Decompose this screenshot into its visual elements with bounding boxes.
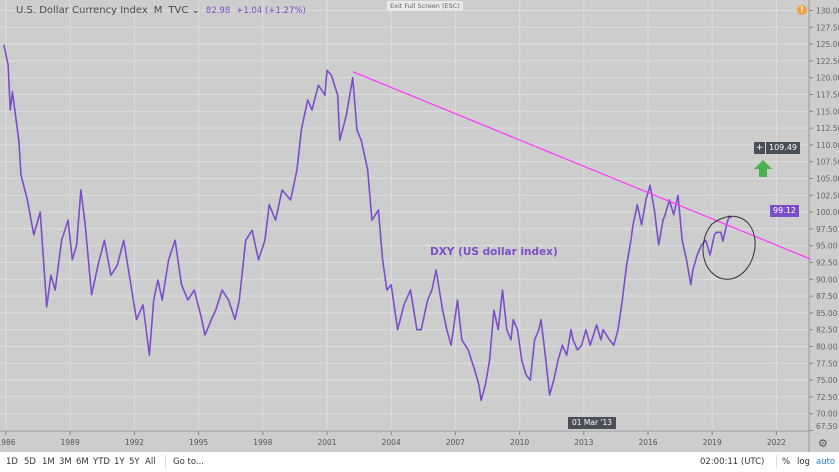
price-chart[interactable]: 67.50 70.00 72.50 75.00 77.50 80.00 82.50 85.00… [0, 0, 839, 452]
x-tick-label: 2004 [382, 438, 401, 447]
y-tick-label: 105.00 [816, 175, 839, 184]
chart-legend: U.S. Dollar Currency Index M TVC ⌄ 82.98… [16, 5, 306, 16]
x-tick-label: 1998 [253, 438, 272, 447]
y-tick-label: 130.00 [816, 7, 839, 16]
settings-gear-icon[interactable]: ⚙ [818, 437, 828, 450]
y-tick-label: 107.50 [816, 158, 839, 167]
x-tick-label: 1989 [61, 438, 80, 447]
last-price: 82.98 [205, 5, 231, 16]
crosshair-price-label: 109.49 [766, 142, 800, 154]
range-5y[interactable]: 5Y [129, 457, 140, 467]
y-tick-label: 100.00 [816, 208, 839, 217]
interval-label[interactable]: M [153, 5, 163, 16]
range-3m[interactable]: 3M [59, 457, 72, 467]
range-all[interactable]: All [145, 457, 156, 467]
y-tick-label: 67.50 [816, 422, 838, 431]
log-toggle[interactable]: log [797, 457, 810, 467]
toolbar-divider [776, 455, 777, 468]
highlight-circle[interactable] [702, 215, 756, 280]
exchange-label[interactable]: TVC ⌄ [168, 5, 200, 16]
y-tick-label: 85.00 [816, 309, 838, 318]
x-tick-label: 2019 [703, 438, 722, 447]
symbol-title: U.S. Dollar Currency Index [16, 5, 148, 16]
x-tick-label: 2001 [317, 438, 336, 447]
y-tick-label: 97.50 [816, 225, 838, 234]
y-tick-label: 120.00 [816, 74, 839, 83]
crosshair-plus-icon[interactable]: + [754, 142, 765, 154]
up-arrow-icon[interactable] [754, 160, 772, 177]
y-tick-label: 90.00 [816, 275, 838, 284]
range-5d[interactable]: 5D [24, 457, 36, 467]
range-6m[interactable]: 6M [76, 457, 89, 467]
y-tick-label: 110.00 [816, 141, 839, 150]
range-1y[interactable]: 1Y [114, 457, 125, 467]
y-tick-label: 82.50 [816, 326, 838, 335]
exchange-name: TVC [168, 5, 189, 16]
trendline[interactable] [352, 71, 811, 260]
y-tick-label: 102.50 [816, 191, 839, 200]
x-tick-label: 2013 [574, 438, 593, 447]
auto-toggle[interactable]: auto [816, 457, 836, 467]
y-tick-label: 122.50 [816, 57, 839, 66]
chart-area[interactable]: 67.50 70.00 72.50 75.00 77.50 80.00 82.50 85.00… [0, 0, 839, 452]
bottom-toolbar: 1D 5D 1M 3M 6M YTD 1Y 5Y All Go to... 02… [0, 452, 839, 472]
x-tick-label: 2010 [510, 438, 529, 447]
goto-button[interactable]: Go to... [173, 457, 204, 467]
y-tick-label: 117.50 [816, 91, 839, 100]
series-line-dxy [3, 44, 733, 402]
last-price-label: 99.12 [770, 205, 799, 217]
clock-utc[interactable]: 02:00:11 (UTC) [700, 457, 765, 467]
range-1d[interactable]: 1D [6, 457, 18, 467]
x-tick-label: 1986 [0, 438, 16, 447]
y-tick-label: 72.50 [816, 393, 838, 402]
x-tick-label: 1992 [125, 438, 144, 447]
range-1m[interactable]: 1M [42, 457, 55, 467]
x-tick-label: 1995 [189, 438, 208, 447]
y-tick-label: 70.00 [816, 410, 838, 419]
price-change: +1.04 (+1.27%) [236, 5, 306, 16]
range-ytd[interactable]: YTD [93, 457, 110, 467]
exit-fullscreen-button[interactable]: Exit Full Screen (ESC) [387, 1, 463, 11]
crosshair-date-label: 01 Mar '13 [568, 417, 617, 429]
y-tick-label: 112.50 [816, 124, 839, 133]
x-tick-label: 2007 [446, 438, 465, 447]
y-tick-label: 77.50 [816, 359, 838, 368]
y-tick-label: 95.00 [816, 242, 838, 251]
warning-icon[interactable]: ! [797, 5, 807, 15]
y-tick-label: 92.50 [816, 259, 838, 268]
y-tick-label: 115.00 [816, 107, 839, 116]
percent-toggle[interactable]: % [782, 457, 791, 467]
annotation-text[interactable]: DXY (US dollar index) [430, 246, 558, 258]
y-tick-label: 80.00 [816, 343, 838, 352]
y-tick-label: 75.00 [816, 376, 838, 385]
y-tick-label: 127.50 [816, 23, 839, 32]
y-tick-label: 87.50 [816, 292, 838, 301]
x-tick-label: 2022 [767, 438, 786, 447]
x-tick-label: 2016 [638, 438, 657, 447]
toolbar-divider [165, 455, 166, 468]
y-tick-label: 125.00 [816, 40, 839, 49]
